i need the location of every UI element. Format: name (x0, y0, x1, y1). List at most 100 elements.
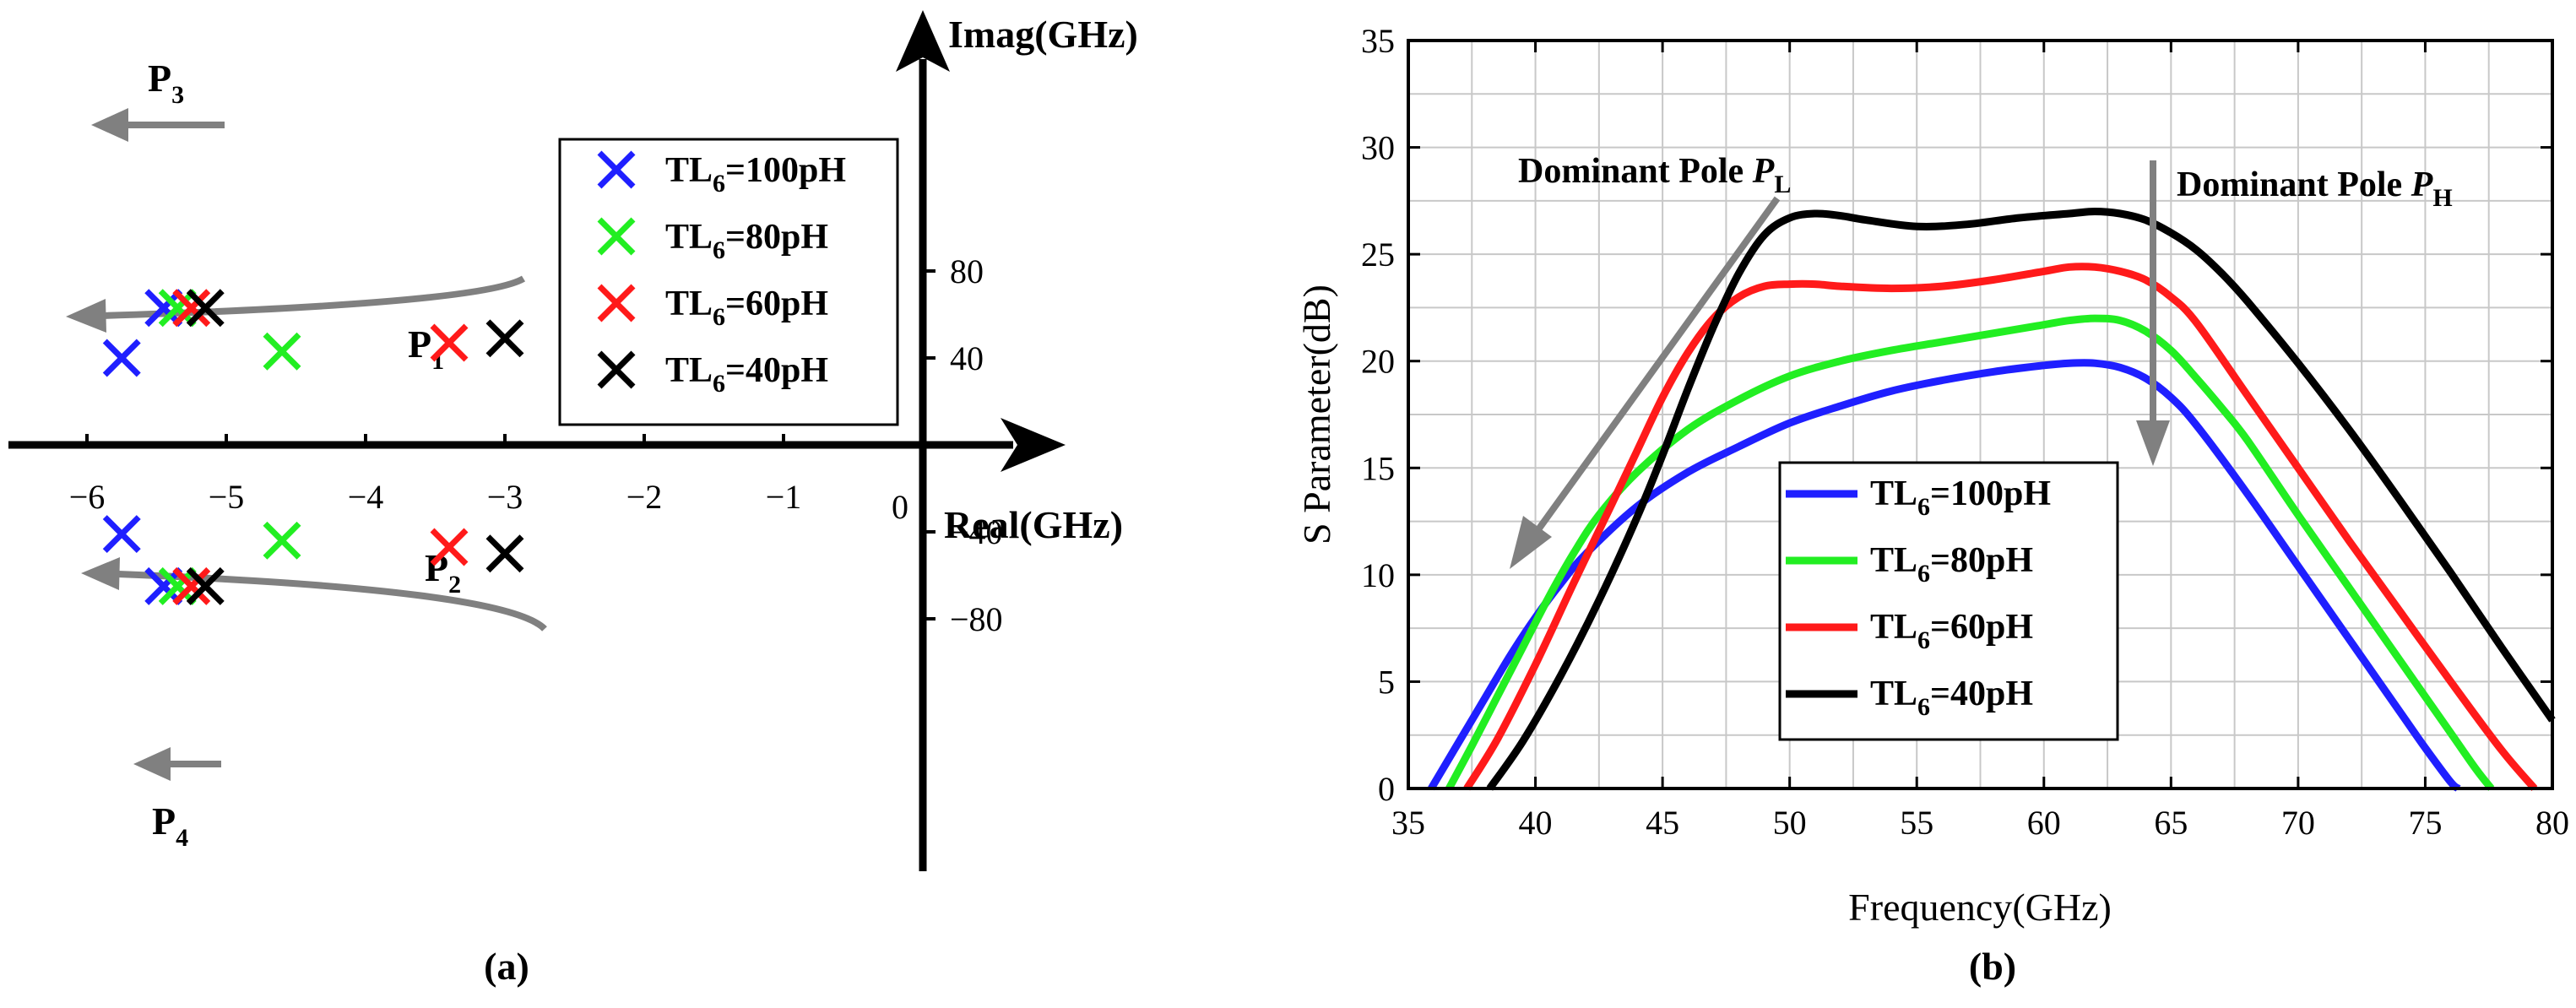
x-tick-label: 40 (1519, 804, 1553, 842)
legend-label: TL6=80pH (665, 218, 828, 264)
p3-arrowhead (91, 108, 128, 142)
dominant-pole-annotations: Dominant Pole PL Dominant Pole PH (1510, 152, 2453, 569)
legend-a-entry: TL6=60pH (597, 284, 828, 331)
frequency-response-plot: 35 40 45 50 55 60 65 70 75 80 0 5 10 15 20 25 30 35 Frequ… (1295, 22, 2569, 988)
p2-arrow (117, 571, 547, 631)
pole-marker (485, 534, 524, 573)
x-tick-label: −5 (209, 478, 245, 516)
imag-axis-label: Imag(GHz) (948, 13, 1138, 56)
p2-arrowhead (81, 557, 120, 590)
legend-a-entry: TL6=40pH (597, 350, 828, 398)
y-tick-label: 15 (1361, 449, 1395, 487)
legend-label: TL6=40pH (665, 351, 828, 398)
pole-label-p3: P3 (148, 57, 184, 109)
legend-label: TL6=60pH (665, 285, 828, 331)
series-line (1486, 208, 2556, 791)
plot-frame-b (1407, 39, 2554, 790)
p4-arrowhead (133, 747, 171, 781)
pole-marker (158, 566, 197, 605)
x-tick-label: 55 (1900, 804, 1933, 842)
pl-arrow (1533, 196, 1781, 534)
pole-marker (430, 528, 469, 566)
panel-a-label: (a) (484, 945, 529, 988)
pole-marker (263, 521, 301, 560)
x-tick-label: 80 (2535, 804, 2569, 842)
pole-marker (172, 566, 211, 605)
tick-group: −6 −5 −4 −3 −2 −1 0 80 40 −40 −80 (69, 252, 1003, 638)
x-tick-label: 0 (892, 488, 908, 526)
legend-b-items: TL6=100pH TL6=80pH TL6=60pH TL6=40pH (1786, 474, 2051, 721)
legend-b-entry: TL6=100pH (1786, 474, 2051, 521)
y-tick-label: 10 (1361, 556, 1395, 594)
pole-label-p4: P4 (152, 799, 188, 852)
pole-marker (102, 515, 141, 554)
pole-marker (430, 323, 469, 362)
legend-label: TL6=60pH (1870, 608, 2033, 654)
legend-b: TL6=100pH TL6=80pH TL6=60pH TL6=40pH (1778, 461, 2119, 741)
legend-label: TL6=40pH (1870, 675, 2033, 721)
real-axis-arrowhead (1001, 418, 1066, 472)
x-tick-label: 60 (2027, 804, 2061, 842)
pole-marker (158, 289, 197, 328)
annotation-ph: Dominant Pole PH (2177, 165, 2453, 212)
pole-zero-plot: Imag(GHz) Real(GHz) −6 −5 −4 −3 −2 −1 0 80 40 −40… (8, 10, 1138, 988)
series-line (1463, 263, 2538, 791)
y-tick-label: 35 (1361, 22, 1395, 60)
pole-markers (102, 289, 524, 605)
legend-swatch (597, 284, 636, 322)
legend-label: TL6=100pH (1870, 474, 2051, 521)
y-tick-label: 30 (1361, 129, 1395, 167)
ph-arrowhead (2136, 420, 2170, 466)
pole-marker (186, 289, 225, 328)
pole-marker (263, 332, 301, 371)
legend-swatch (597, 217, 636, 256)
x-tick-label: −1 (766, 478, 802, 516)
y-tick-label: −40 (950, 513, 1003, 551)
pole-marker (485, 319, 524, 358)
x-tick-label: −3 (487, 478, 523, 516)
y-tick-label: 40 (950, 339, 984, 377)
b-ylabel: S Parameter(dB) (1295, 285, 1338, 545)
x-tick-label: −4 (348, 478, 384, 516)
legend-a-frame (558, 138, 899, 426)
x-tick-label: 45 (1646, 804, 1679, 842)
x-tick-label: 65 (2154, 804, 2188, 842)
real-axis-label: Real(GHz) (944, 503, 1123, 546)
series-lines-b (1428, 208, 2556, 792)
pole-marker (144, 566, 183, 605)
pole-marker (102, 339, 141, 377)
y-tick-label: 20 (1361, 343, 1395, 381)
legend-a-entry: TL6=100pH (597, 150, 846, 198)
pole-marker (144, 289, 183, 328)
y-tick-label: 0 (1378, 770, 1395, 808)
y-tick-label: 80 (950, 252, 984, 290)
pl-arrowhead (1510, 516, 1552, 569)
x-tick-label: −2 (626, 478, 663, 516)
y-tick-label: −80 (950, 600, 1003, 638)
pole-marker (186, 566, 225, 605)
p1-arrowhead (66, 299, 106, 333)
x-tick-label: 35 (1391, 804, 1425, 842)
annotation-pl: Dominant Pole PL (1518, 152, 1791, 198)
panel-b-label: (b) (1969, 945, 2016, 988)
legend-b-entry: TL6=60pH (1786, 608, 2033, 654)
x-tick-label: 50 (1773, 804, 1807, 842)
imag-axis-arrowhead (896, 10, 950, 72)
x-tick-label: 70 (2281, 804, 2315, 842)
legend-a-entry: TL6=80pH (597, 217, 828, 264)
legend-label: TL6=80pH (1870, 541, 2033, 588)
pole-marker (172, 289, 211, 328)
legend-b-entry: TL6=80pH (1786, 541, 2033, 588)
legend-a: TL6=100pH TL6=80pH TL6=60pH TL6=40pH (558, 138, 899, 426)
b-xlabel: Frequency(GHz) (1848, 886, 2112, 929)
legend-label: TL6=100pH (665, 151, 846, 198)
legend-swatch (597, 150, 636, 189)
series-line (1445, 314, 2495, 791)
x-tick-label: −6 (69, 478, 106, 516)
legend-b-entry: TL6=40pH (1786, 675, 2033, 721)
x-tick-label: 75 (2408, 804, 2442, 842)
y-tick-label: 25 (1361, 236, 1395, 274)
legend-a-items: TL6=100pH TL6=80pH TL6=60pH TL6=40pH (597, 150, 846, 398)
y-tick-label: 5 (1378, 663, 1395, 701)
